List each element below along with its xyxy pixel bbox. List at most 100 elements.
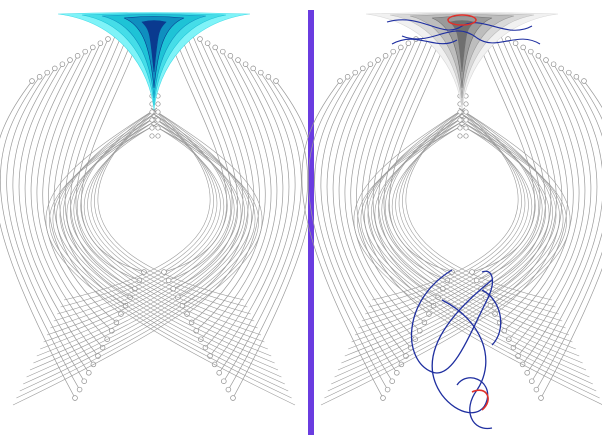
left-panel-node [161, 269, 167, 275]
left-panel-node [216, 370, 222, 376]
left-panel-curve [36, 119, 238, 357]
left-panel-node [52, 65, 58, 72]
right-panel-node [524, 370, 530, 376]
right-panel-curve [508, 51, 580, 340]
right-panel-node [520, 44, 526, 51]
left-panel-node [36, 74, 43, 80]
left-panel-curve [94, 111, 248, 308]
right-panel-scribble [386, 19, 533, 31]
right-panel-curve [341, 123, 550, 364]
right-panel-curve [368, 111, 522, 308]
left-panel [0, 12, 315, 406]
left-panel-curve [48, 43, 117, 323]
right-panel-node [360, 65, 366, 72]
left-panel-curve [49, 123, 292, 399]
left-panel-curve [70, 119, 272, 357]
right-panel-curve [337, 107, 553, 371]
left-panel-curve [45, 107, 296, 406]
left-panel-curve [195, 47, 266, 332]
left-panel-curve [59, 34, 126, 306]
right-panel-scribble [410, 269, 494, 374]
right-panel-node [463, 101, 469, 107]
left-panel-node [74, 53, 81, 59]
right-panel-curve [378, 119, 580, 357]
left-panel-fan-layer [141, 20, 167, 73]
right-panel-node [558, 65, 564, 72]
right-panel-scribble [391, 38, 458, 45]
left-panel-curve [24, 59, 99, 357]
left-panel-node [82, 48, 88, 55]
left-panel-curve [53, 38, 122, 315]
left-panel-curve [66, 123, 275, 364]
left-panel-curve [80, 107, 262, 336]
right-panel-curve [536, 76, 602, 390]
right-panel-curve [367, 34, 434, 306]
right-panel-curve [334, 111, 557, 378]
right-panel-node [463, 109, 469, 115]
right-panel-curve [324, 123, 567, 399]
right-panel-curve [522, 64, 598, 365]
left-panel-node [149, 109, 155, 115]
right-panel-curve [402, 111, 556, 308]
right-panel-curve [526, 68, 602, 373]
left-panel-curve [218, 68, 296, 373]
left-panel-node [212, 44, 218, 51]
right-panel-scribble [431, 279, 493, 414]
right-panel-curve [391, 123, 566, 329]
right-panel-curve [314, 72, 393, 382]
left-panel-node [242, 61, 249, 67]
right-panel-curve [531, 72, 602, 382]
right-panel-curve [485, 30, 552, 298]
right-panel-node [457, 109, 463, 115]
right-panel-curve [389, 17, 455, 273]
right-panel-curve [350, 47, 421, 332]
right-panel-curve [327, 119, 564, 392]
right-panel-node [566, 69, 572, 76]
right-panel-node [352, 69, 358, 76]
right-panel-curve [331, 115, 560, 385]
left-panel-node [86, 370, 92, 376]
right-panel-curve [499, 43, 568, 323]
right-panel-node [367, 61, 374, 67]
right-panel-curve [540, 80, 602, 399]
left-panel-node [72, 395, 78, 401]
left-panel-node [155, 133, 161, 139]
right-panel-node [394, 370, 400, 376]
left-panel-node [97, 40, 104, 46]
right-panel-curve [388, 107, 570, 336]
left-panel-node [76, 386, 83, 393]
left-panel-curve [23, 115, 252, 385]
left-panel-curve [223, 72, 302, 382]
right-panel-curve [308, 76, 388, 390]
right-panel-node [538, 395, 544, 401]
right-panel-scribble [441, 299, 493, 430]
left-panel-curve [18, 64, 94, 365]
right-panel-node [581, 78, 587, 84]
left-panel-node [155, 101, 161, 107]
left-panel-node [149, 117, 155, 123]
right-panel-curve [481, 26, 546, 290]
right-panel-node [390, 48, 396, 55]
panel-divider [308, 10, 314, 435]
right-panel-curve [374, 123, 583, 364]
right-panel-node [463, 117, 469, 123]
left-panel-curve [173, 26, 238, 290]
left-panel-node [155, 117, 161, 123]
left-panel-node [204, 40, 211, 46]
right-panel-node [463, 125, 469, 131]
right-panel-node [382, 53, 389, 59]
left-panel-node [59, 61, 66, 67]
right-panel-curve [494, 38, 563, 315]
right-panel-curve [356, 43, 425, 323]
right-panel-curve [371, 107, 587, 371]
left-panel-node [227, 53, 234, 59]
left-panel-node [220, 48, 226, 55]
right-panel-node [543, 57, 549, 63]
left-panel-node [44, 69, 50, 76]
left-panel-node [67, 57, 73, 63]
right-panel-node [463, 133, 469, 139]
left-panel-curve [81, 17, 147, 273]
left-panel-curve [0, 76, 80, 390]
left-panel-node [149, 125, 155, 131]
